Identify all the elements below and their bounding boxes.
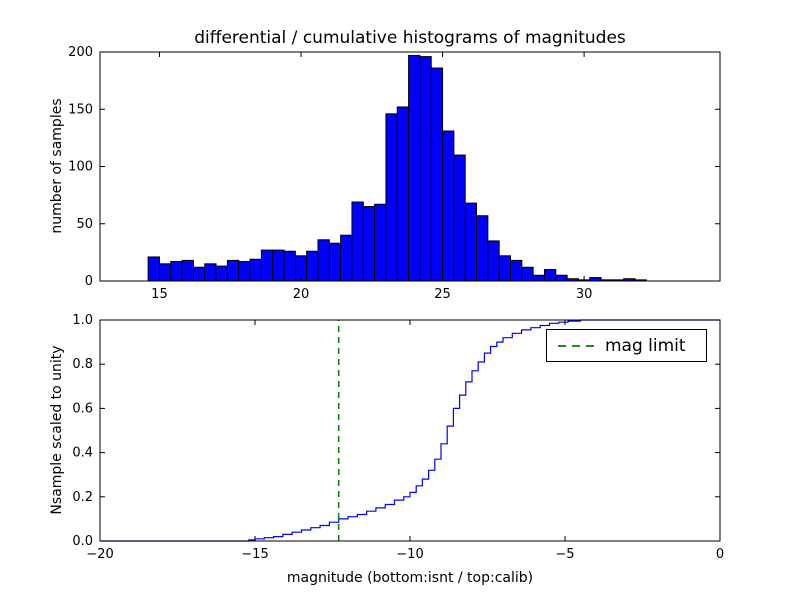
y-tick-label: 0.4 — [72, 446, 93, 461]
histogram-bar — [283, 250, 296, 282]
histogram-bar — [589, 277, 602, 282]
histogram-bar — [430, 67, 444, 282]
histogram-bar — [317, 239, 330, 282]
histogram-bar — [487, 240, 500, 282]
x-tick-label: −5 — [555, 547, 574, 562]
y-tick-label: 200 — [68, 45, 93, 60]
histogram-bar — [442, 130, 455, 282]
x-tick-label: 0 — [716, 547, 724, 562]
legend: mag limit — [546, 329, 707, 362]
y-tick-label: 100 — [68, 160, 93, 175]
histogram-bar — [521, 266, 534, 282]
histogram-bar — [476, 215, 489, 282]
histogram-bar — [147, 256, 160, 282]
histogram-bar — [260, 249, 274, 282]
histogram-bar — [510, 259, 523, 282]
histogram-bar — [543, 269, 557, 282]
histogram-bar — [215, 265, 228, 282]
histogram-bar — [158, 263, 172, 282]
histogram-bar — [464, 202, 478, 282]
histogram-bar — [385, 113, 398, 282]
histogram-bar — [498, 255, 512, 282]
y-tick-label: 0.0 — [72, 534, 93, 549]
y-tick-label: 50 — [76, 217, 93, 232]
bottom-x-axis-label: magnitude (bottom:isnt / top:calib) — [286, 570, 534, 586]
y-tick-label: 0.8 — [72, 357, 93, 372]
x-tick-label: −15 — [241, 547, 268, 562]
histogram-bar — [362, 206, 376, 282]
x-tick-label: −10 — [396, 547, 423, 562]
histogram-bar — [396, 106, 410, 282]
histogram-bar — [238, 261, 251, 282]
histogram-bar — [374, 203, 387, 282]
histogram-bar — [555, 274, 568, 282]
legend-label: mag limit — [605, 335, 686, 356]
y-tick-label: 1.0 — [72, 313, 93, 328]
histogram-bar — [192, 266, 206, 282]
histogram-bar — [532, 274, 545, 282]
histogram-bar — [453, 154, 466, 282]
histogram-bar — [328, 242, 342, 282]
histogram-bar — [419, 56, 432, 282]
histogram-bar — [170, 261, 183, 282]
legend-dash-sample-icon — [558, 344, 594, 347]
histogram-bar — [340, 234, 353, 282]
top-y-axis-label: number of samples — [49, 98, 65, 234]
x-tick-label: 25 — [434, 287, 451, 302]
histogram-bar — [204, 263, 217, 282]
histogram-bar — [272, 249, 285, 282]
histogram-bar — [226, 259, 240, 282]
y-tick-label: 0.6 — [72, 401, 93, 416]
bottom-y-axis-label: Nsample scaled to unity — [49, 345, 65, 515]
cumulative-line — [100, 319, 720, 542]
y-tick-label: 0 — [85, 274, 93, 289]
histogram-bar — [306, 250, 319, 282]
histogram-bar — [408, 54, 421, 282]
y-tick-label: 0.2 — [72, 490, 93, 505]
histogram-bar — [351, 201, 364, 282]
x-tick-label: −20 — [86, 547, 113, 562]
y-tick-label: 150 — [68, 102, 93, 117]
chart-title: differential / cumulative histograms of … — [194, 28, 626, 48]
x-tick-label: 30 — [576, 287, 593, 302]
x-tick-label: 15 — [151, 287, 168, 302]
histogram-bar — [249, 258, 262, 282]
histogram-bar — [181, 259, 194, 282]
x-tick-label: 20 — [293, 287, 310, 302]
